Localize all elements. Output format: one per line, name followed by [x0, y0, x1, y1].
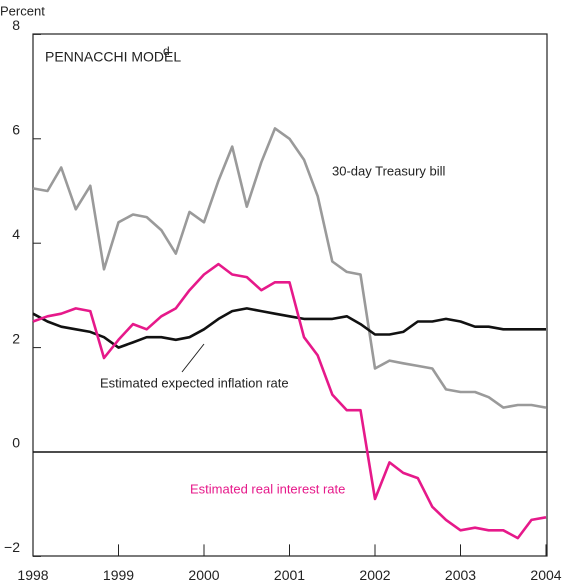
x-tick-label: 2001: [274, 567, 305, 583]
annotation: Estimated real interest rate: [190, 481, 345, 496]
y-tick-label: −2: [4, 539, 20, 555]
y-tick-label: 0: [12, 435, 20, 451]
title-footnote: d: [163, 44, 170, 58]
chart-title: PENNACCHI MODEL: [45, 49, 181, 65]
x-tick-label: 2004: [530, 567, 561, 583]
y-tick-label: 2: [12, 330, 20, 346]
series-line: [32, 262, 547, 540]
leader-line: [181, 343, 205, 373]
y-tick-label: 6: [12, 122, 20, 138]
y-tick-label: 8: [12, 17, 20, 33]
x-tick-label: 1999: [103, 567, 134, 583]
series-line: [32, 127, 547, 409]
x-tick-label: 2002: [359, 567, 390, 583]
x-tick-label: 2000: [188, 567, 219, 583]
annotation: Estimated expected inflation rate: [100, 375, 289, 390]
series-line: [32, 307, 546, 349]
plot-frame: [32, 33, 548, 557]
annotation: 30-day Treasury bill: [332, 163, 446, 178]
x-tick-label: 1998: [17, 567, 48, 583]
y-tick-label: 4: [12, 226, 20, 242]
x-tick-label: 2003: [445, 567, 476, 583]
y-axis-label: Percent: [0, 3, 45, 18]
